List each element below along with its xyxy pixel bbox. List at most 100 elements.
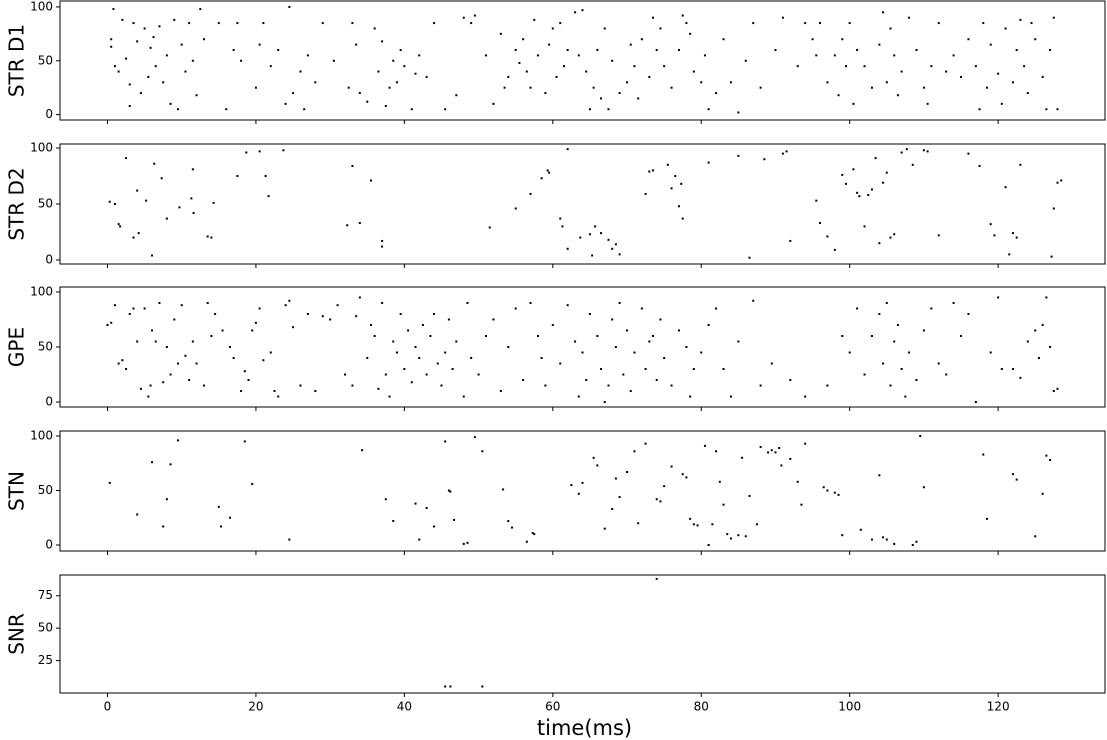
spike — [629, 390, 632, 393]
x-tick-label: 20 — [248, 700, 263, 714]
spike — [254, 86, 257, 89]
spike — [455, 94, 458, 97]
spike — [425, 506, 428, 509]
spike — [852, 168, 855, 171]
spike — [192, 211, 195, 214]
spike — [633, 351, 636, 354]
spike — [1015, 478, 1018, 481]
spike — [945, 70, 948, 73]
spike — [160, 177, 163, 180]
spike — [518, 61, 521, 64]
spike — [596, 464, 599, 467]
spike — [440, 384, 443, 387]
spike — [640, 307, 643, 310]
spike — [544, 92, 547, 95]
spike — [952, 301, 955, 304]
spike — [236, 175, 239, 178]
spike — [351, 164, 354, 167]
spike — [681, 14, 684, 17]
spike — [1041, 492, 1044, 495]
spike — [149, 384, 152, 387]
spike — [366, 357, 369, 360]
spike — [165, 346, 168, 348]
x-tick-label: 60 — [545, 700, 560, 714]
spike — [711, 523, 714, 526]
spike — [841, 38, 844, 41]
spike — [614, 346, 617, 348]
spike — [145, 199, 148, 202]
spike — [1000, 102, 1003, 105]
spike — [826, 81, 829, 84]
spike — [240, 390, 243, 393]
spike — [410, 381, 413, 384]
spike — [692, 368, 695, 371]
x-tick-label: 80 — [694, 700, 709, 714]
spike — [1056, 108, 1059, 111]
spike — [466, 541, 469, 544]
spike — [136, 40, 139, 43]
spike — [1052, 390, 1055, 393]
spike — [299, 384, 302, 387]
spike — [373, 27, 376, 30]
spike — [212, 201, 215, 204]
spike — [112, 8, 115, 11]
spike — [596, 334, 599, 337]
spike — [529, 301, 532, 304]
spike — [926, 150, 929, 153]
spike — [1037, 357, 1040, 360]
spike — [251, 482, 254, 485]
spike — [967, 152, 970, 155]
spike — [874, 157, 877, 160]
spike — [262, 22, 265, 25]
spike — [151, 329, 154, 332]
spike — [596, 49, 599, 51]
spike — [165, 54, 168, 57]
spike — [600, 368, 603, 371]
spike — [169, 102, 172, 105]
spike — [804, 22, 807, 25]
spike — [581, 351, 584, 354]
spike — [548, 43, 551, 46]
spike — [507, 520, 510, 523]
spike — [804, 442, 807, 445]
spike — [492, 318, 495, 321]
spike — [381, 301, 384, 304]
spike — [856, 49, 859, 51]
spike — [546, 169, 549, 172]
spike — [715, 92, 718, 95]
x-tick-label: 40 — [397, 700, 412, 714]
spike — [449, 685, 452, 688]
spike — [819, 222, 821, 225]
spike — [169, 463, 172, 466]
spike — [614, 477, 617, 480]
y-axis-label: SNR — [5, 613, 29, 655]
spike — [885, 301, 888, 304]
spike — [591, 254, 594, 257]
spike — [388, 86, 391, 89]
spike — [577, 54, 580, 57]
spike — [321, 22, 324, 25]
spike — [592, 456, 595, 459]
spike — [848, 22, 851, 25]
spike — [611, 247, 614, 250]
spike — [659, 500, 662, 503]
spike — [1011, 368, 1014, 371]
spike — [780, 464, 783, 467]
spike — [418, 357, 421, 360]
spike — [113, 304, 116, 307]
y-tick-label: 100 — [30, 284, 53, 298]
spike — [781, 152, 784, 155]
spike — [1060, 179, 1063, 182]
spike — [755, 523, 758, 526]
spike — [997, 72, 1000, 75]
spike — [184, 70, 187, 73]
spike — [473, 14, 476, 17]
spike — [288, 299, 291, 302]
spike — [151, 254, 154, 257]
spike — [841, 173, 844, 176]
spike — [611, 318, 614, 321]
axes-frame — [59, 143, 1106, 265]
y-axis-label: STN — [5, 471, 29, 511]
spike — [870, 334, 873, 337]
